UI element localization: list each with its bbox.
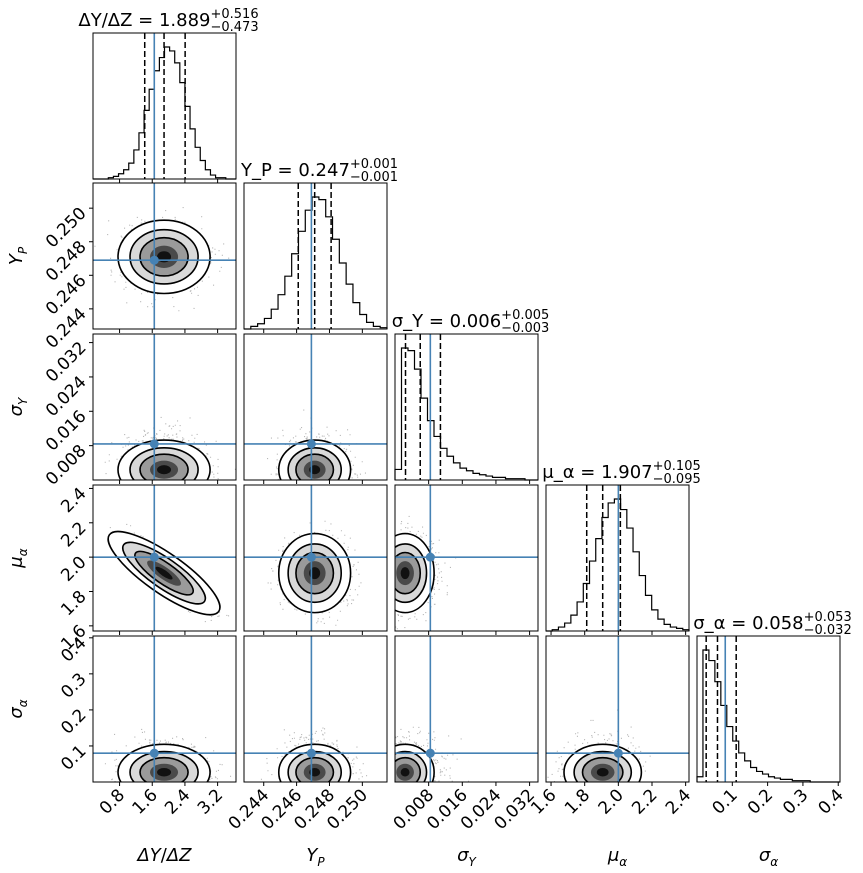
- density-contour: [157, 465, 172, 475]
- x-tick-label: 0.3: [779, 785, 812, 818]
- panel-frame: [243, 182, 388, 330]
- y-tick-label: 2.4: [57, 484, 90, 517]
- panel-sigma_alpha-vs-sigma_Y: [394, 635, 539, 786]
- panel-frame: [92, 484, 237, 632]
- panel-frame: [243, 333, 388, 481]
- panel-title: Y_P = 0.247+0.001 −0.001: [240, 157, 398, 185]
- x-axis-label: μα: [607, 845, 627, 869]
- histogram-step: [546, 498, 690, 632]
- truth-marker: [149, 439, 159, 449]
- x-tick-label: 2.4: [161, 785, 194, 818]
- y-axis-label: σY: [6, 396, 30, 416]
- panel-title: μ_α = 1.907+0.105 −0.095: [542, 459, 700, 487]
- panel-frame: [92, 635, 237, 783]
- truth-marker: [425, 748, 435, 758]
- panel-mu_alpha-vs-dY_dZ: [89, 484, 237, 635]
- density-contour: [157, 768, 172, 777]
- x-axis-label: σY: [457, 845, 477, 869]
- panel-frame: [696, 635, 841, 783]
- truth-marker: [613, 748, 623, 758]
- truth-marker: [306, 439, 316, 449]
- panel-title: σ_α = 0.058+0.053 −0.032: [693, 610, 851, 638]
- y-axis-label: σα: [6, 699, 30, 718]
- y-tick-label: 0.2: [57, 705, 90, 738]
- panel-frame: [92, 333, 237, 481]
- histogram-step: [696, 649, 840, 783]
- truth-marker: [425, 552, 435, 562]
- y-axis-label: YP: [6, 246, 30, 265]
- panel-frame: [545, 484, 690, 632]
- panel-Y_P-vs-dY_dZ: [89, 182, 237, 333]
- x-axis-label: YP: [306, 845, 325, 869]
- x-tick-label: 2.0: [595, 785, 628, 818]
- panel-mu_alpha-vs-mu_alpha: [545, 484, 690, 635]
- x-tick-label: 2.2: [628, 785, 661, 818]
- panel-frame: [243, 484, 388, 632]
- panel-frame: [394, 333, 539, 481]
- x-tick-label: 1.6: [129, 785, 162, 818]
- truth-marker: [306, 552, 316, 562]
- panel-frame: [394, 635, 539, 783]
- panel-sigma_alpha-vs-sigma_alpha: [696, 635, 841, 786]
- truth-marker: [149, 552, 159, 562]
- x-tick-label: 1.8: [561, 785, 594, 818]
- y-axis-label: μα: [6, 548, 30, 568]
- x-axis-label: σα: [759, 845, 778, 869]
- x-tick-label: 3.2: [194, 785, 227, 818]
- panel-title: σ_Y = 0.006+0.005 −0.003: [392, 308, 550, 336]
- panel-sigma_Y-vs-Y_P: [243, 333, 388, 484]
- y-tick-label: 0.1: [57, 741, 90, 774]
- x-tick-label: 0.8: [96, 785, 129, 818]
- y-tick-label: 2.2: [57, 518, 90, 551]
- density-contour: [596, 768, 609, 777]
- panel-frame: [394, 484, 539, 632]
- panel-mu_alpha-vs-Y_P: [243, 484, 388, 635]
- panel-frame: [92, 32, 237, 180]
- density-contour: [400, 567, 410, 580]
- panel-sigma_Y-vs-dY_dZ: [89, 333, 237, 484]
- panel-frame: [243, 635, 388, 783]
- panel-sigma_alpha-vs-dY_dZ: [89, 635, 237, 786]
- panel-Y_P-vs-Y_P: [243, 182, 388, 333]
- panel-mu_alpha-vs-sigma_Y: [394, 484, 539, 635]
- density-contour: [155, 566, 173, 580]
- truth-marker: [306, 748, 316, 758]
- panel-frame: [92, 182, 237, 330]
- panel-frame: [545, 635, 690, 783]
- truth-marker: [149, 255, 159, 265]
- histogram-step: [394, 347, 538, 481]
- panel-sigma_alpha-vs-Y_P: [243, 635, 388, 786]
- panel-title: ΔY/ΔZ = 1.889+0.516 −0.473: [78, 7, 258, 35]
- x-tick-label: 2.4: [662, 785, 695, 818]
- y-tick-label: 1.8: [57, 587, 90, 620]
- y-tick-label: 2.0: [57, 553, 90, 586]
- truth-marker: [149, 748, 159, 758]
- scatter-points: [395, 726, 470, 782]
- panel-sigma_alpha-vs-mu_alpha: [545, 635, 690, 786]
- y-tick-label: 0.3: [57, 669, 90, 702]
- x-tick-label: 0.4: [815, 785, 848, 818]
- panel-sigma_Y-vs-sigma_Y: [394, 333, 539, 484]
- x-tick-label: 0.1: [709, 785, 742, 818]
- panel-dY_dZ-vs-dY_dZ: [92, 32, 237, 183]
- histogram-step: [244, 196, 388, 330]
- density-contour: [400, 768, 410, 777]
- x-axis-label: ΔY/ΔZ: [135, 845, 192, 866]
- x-tick-label: 0.2: [744, 785, 777, 818]
- x-tick-label: 1.6: [527, 785, 560, 818]
